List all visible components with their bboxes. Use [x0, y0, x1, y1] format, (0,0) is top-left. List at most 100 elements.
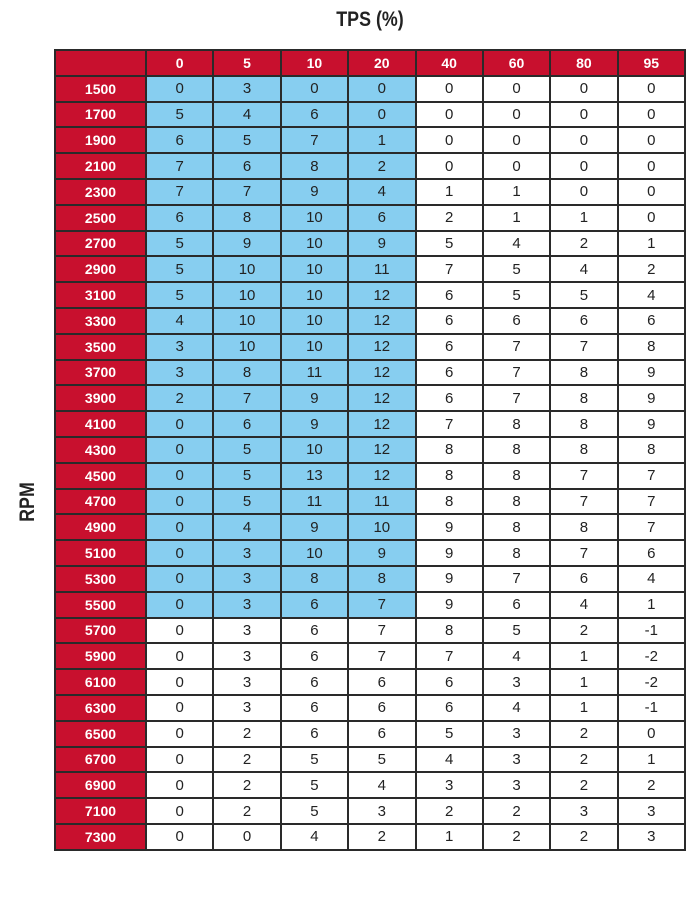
- value-cell: 10: [279, 435, 350, 464]
- table-row: 6300 0 3 6 6 6 4 1 -1: [54, 693, 687, 722]
- corner-cell: [54, 49, 147, 77]
- value-cell: 7: [549, 461, 619, 490]
- row-header: 4300: [54, 435, 147, 464]
- value-cell: 3: [414, 771, 484, 800]
- value-cell: 12: [347, 410, 417, 438]
- value-cell: 10: [279, 229, 350, 258]
- value-cell: -2: [616, 642, 687, 671]
- value-cell: 8: [414, 435, 484, 464]
- value-cell: 1: [481, 177, 552, 206]
- value-cell: 6: [279, 100, 350, 129]
- value-cell: 10: [347, 513, 417, 542]
- value-cell: 10: [212, 306, 282, 335]
- value-cell: 0: [414, 126, 484, 155]
- value-cell: 0: [549, 126, 619, 155]
- value-cell: 6: [347, 203, 417, 232]
- value-cell: 3: [481, 668, 552, 696]
- value-cell: 11: [279, 358, 350, 387]
- value-cell: 7: [279, 126, 350, 155]
- column-header: 40: [414, 49, 484, 77]
- value-cell: 1: [414, 822, 484, 851]
- column-header: 10: [279, 49, 350, 77]
- value-cell: 8: [414, 461, 484, 490]
- value-cell: 2: [549, 771, 619, 800]
- table-row: 4300 0 5 10 12 8 8 8 8: [54, 435, 687, 464]
- value-cell: 6: [616, 306, 687, 335]
- value-cell: 0: [144, 590, 215, 619]
- value-cell: 0: [616, 100, 687, 129]
- value-cell: 3: [549, 797, 619, 825]
- value-cell: 6: [549, 306, 619, 335]
- value-cell: 2: [616, 255, 687, 284]
- table-row: 3700 3 8 11 12 6 7 8 9: [54, 358, 687, 387]
- value-cell: 1: [414, 177, 484, 206]
- value-cell: 6: [279, 668, 350, 696]
- value-cell: 9: [347, 539, 417, 567]
- value-cell: 0: [481, 152, 552, 180]
- value-cell: 2: [414, 797, 484, 825]
- column-header: 0: [144, 49, 215, 77]
- value-cell: 2: [549, 719, 619, 748]
- value-cell: 4: [414, 745, 484, 774]
- value-cell: 0: [549, 74, 619, 103]
- value-cell: 5: [212, 487, 282, 516]
- value-cell: 3: [212, 668, 282, 696]
- table-row: 2500 6 8 10 6 2 1 1 0: [54, 203, 687, 232]
- value-cell: 9: [414, 590, 484, 619]
- table-row: 1500 0 3 0 0 0 0 0 0: [54, 74, 687, 103]
- value-cell: 10: [212, 281, 282, 309]
- value-cell: 8: [549, 358, 619, 387]
- value-cell: 3: [144, 358, 215, 387]
- value-cell: 3: [481, 771, 552, 800]
- value-cell: 9: [347, 229, 417, 258]
- value-cell: 7: [481, 564, 552, 593]
- value-cell: 0: [414, 100, 484, 129]
- value-cell: 2: [212, 771, 282, 800]
- value-cell: 0: [616, 74, 687, 103]
- value-cell: 4: [212, 100, 282, 129]
- value-cell: 0: [144, 797, 215, 825]
- row-header: 5100: [54, 539, 147, 567]
- row-header: 7100: [54, 797, 147, 825]
- table-row: 5700 0 3 6 7 8 5 2 -1: [54, 616, 687, 645]
- value-cell: 7: [347, 616, 417, 645]
- value-cell: 2: [549, 745, 619, 774]
- row-header: 7300: [54, 822, 147, 851]
- value-cell: 5: [144, 281, 215, 309]
- row-header: 6500: [54, 719, 147, 748]
- table-row: 5500 0 3 6 7 9 6 4 1: [54, 590, 687, 619]
- value-cell: 7: [481, 332, 552, 361]
- value-cell: 1: [347, 126, 417, 155]
- row-header: 1700: [54, 100, 147, 129]
- value-cell: 8: [212, 358, 282, 387]
- row-header: 4700: [54, 487, 147, 516]
- value-cell: 6: [212, 410, 282, 438]
- value-cell: 3: [212, 693, 282, 722]
- value-cell: 13: [279, 461, 350, 490]
- table-row: 2300 7 7 9 4 1 1 0 0: [54, 177, 687, 206]
- value-cell: 12: [347, 384, 417, 413]
- value-cell: 0: [144, 513, 215, 542]
- value-cell: 5: [279, 797, 350, 825]
- value-cell: 6: [414, 358, 484, 387]
- value-cell: 2: [616, 771, 687, 800]
- value-cell: 0: [616, 152, 687, 180]
- row-header: 3700: [54, 358, 147, 387]
- table-row: 7100 0 2 5 3 2 2 3 3: [54, 797, 687, 825]
- value-cell: 4: [481, 693, 552, 722]
- value-cell: 1: [549, 642, 619, 671]
- value-cell: 4: [481, 229, 552, 258]
- value-cell: 10: [279, 332, 350, 361]
- value-cell: 9: [616, 410, 687, 438]
- value-cell: 8: [481, 513, 552, 542]
- value-cell: 0: [414, 152, 484, 180]
- value-cell: 2: [212, 745, 282, 774]
- value-cell: 5: [212, 126, 282, 155]
- table-row: 2700 5 9 10 9 5 4 2 1: [54, 229, 687, 258]
- value-cell: 0: [481, 126, 552, 155]
- value-cell: 0: [144, 616, 215, 645]
- table-row: 3900 2 7 9 12 6 7 8 9: [54, 384, 687, 413]
- value-cell: 5: [414, 229, 484, 258]
- value-cell: 3: [347, 797, 417, 825]
- value-cell: 6: [279, 590, 350, 619]
